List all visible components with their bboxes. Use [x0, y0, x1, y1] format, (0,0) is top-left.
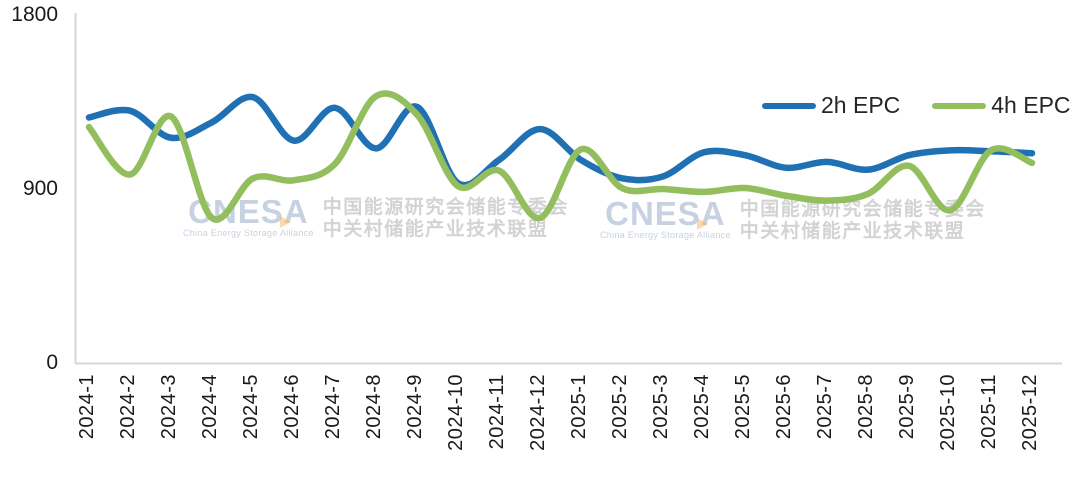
- y-tick-label: 900: [22, 177, 58, 200]
- x-tick-label: 2024-6: [281, 374, 303, 440]
- cnesa-subtitle: China Energy Storage Alliance: [600, 230, 731, 240]
- x-tick-label: 2025-6: [773, 374, 795, 440]
- legend: 2h EPC 4h EPC: [762, 92, 1071, 119]
- x-tick-label: 2024-8: [363, 374, 385, 440]
- legend-item-2h-epc: 2h EPC: [762, 92, 900, 119]
- watermark-left: CNESA China Energy Storage Alliance 中国能源…: [183, 195, 569, 241]
- cnesa-triangle-icon: [697, 218, 708, 230]
- x-tick-label: 2024-1: [76, 374, 98, 440]
- x-tick-label: 2025-8: [855, 374, 877, 440]
- x-tick-label: 2024-9: [404, 374, 426, 440]
- cnesa-subtitle: China Energy Storage Alliance: [183, 228, 314, 238]
- x-tick-label: 2025-1: [568, 374, 590, 440]
- x-tick-label: 2025-4: [691, 374, 713, 440]
- x-tick-label: 2025-7: [814, 374, 836, 440]
- cnesa-logo: CNESA China Energy Storage Alliance: [600, 195, 731, 240]
- x-tick-label: 2025-11: [978, 374, 1000, 450]
- x-tick-label: 2025-5: [732, 374, 754, 440]
- x-tick-label: 2024-4: [199, 374, 221, 440]
- x-tick-label: 2024-11: [486, 374, 508, 450]
- legend-item-4h-epc: 4h EPC: [932, 92, 1071, 119]
- watermark-line2: 中关村储能产业技术联盟: [739, 221, 966, 242]
- y-tick-label: 0: [46, 351, 58, 374]
- watermark-right: CNESA China Energy Storage Alliance 中国能源…: [600, 195, 986, 243]
- y-tick-label: 1800: [11, 3, 58, 26]
- x-tick-label: 2024-7: [322, 374, 344, 440]
- watermark-line1: 中国能源研究会储能专委会: [322, 197, 569, 218]
- watermark-line1: 中国能源研究会储能专委会: [739, 199, 986, 220]
- x-tick-label: 2024-2: [117, 374, 139, 440]
- x-tick-label: 2024-3: [158, 374, 180, 440]
- cnesa-logo-text: CNESA: [605, 195, 726, 232]
- x-tick-label: 2025-2: [609, 374, 631, 440]
- cnesa-triangle-icon: [280, 216, 291, 228]
- legend-label: 4h EPC: [991, 92, 1071, 118]
- legend-line-swatch-green: [932, 102, 987, 109]
- x-tick-label: 2024-10: [445, 374, 467, 451]
- legend-line-swatch-blue: [762, 102, 816, 109]
- x-tick-label: 2025-3: [650, 374, 672, 440]
- legend-label: 2h EPC: [821, 92, 901, 118]
- x-tick-label: 2025-9: [896, 374, 918, 440]
- x-tick-label: 2025-12: [1019, 374, 1041, 451]
- x-tick-label: 2025-10: [937, 374, 959, 451]
- x-tick-label: 2024-12: [527, 374, 549, 451]
- x-tick-label: 2024-5: [240, 374, 262, 440]
- watermark-line2: 中关村储能产业技术联盟: [322, 219, 549, 240]
